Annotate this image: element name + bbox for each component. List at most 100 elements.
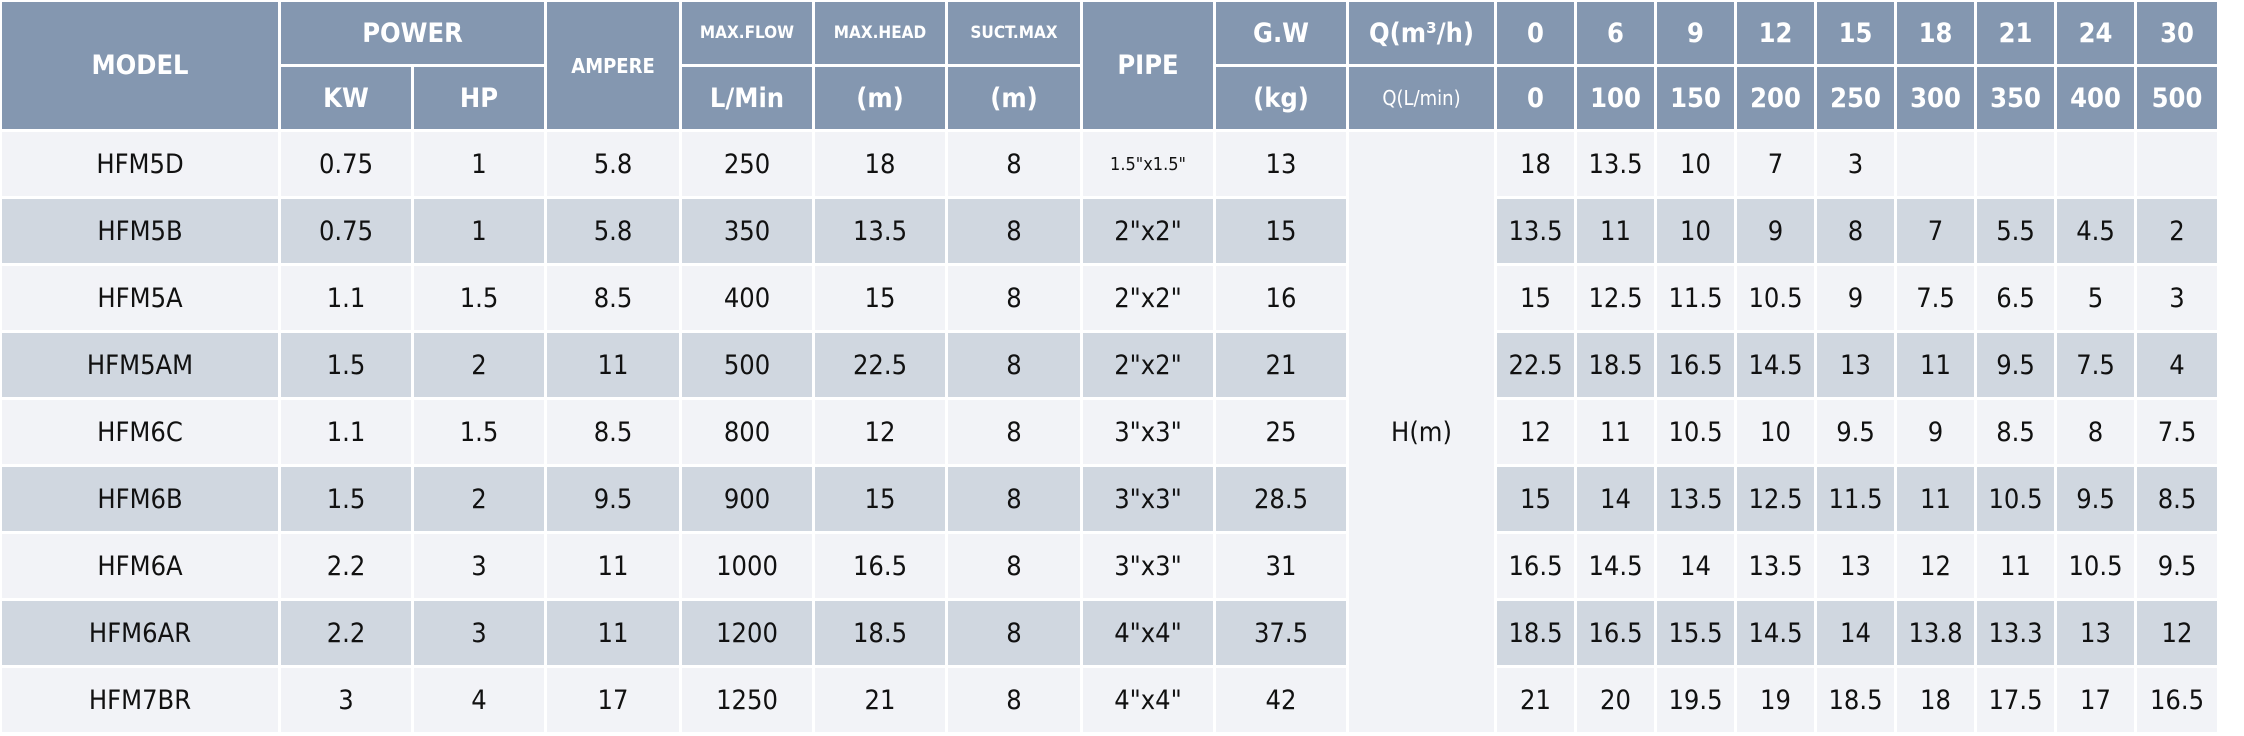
cell-head-value: 6.5	[1977, 266, 2054, 330]
table-row: HFM5D 0.75 1 5.8 250 18 8 1.5"x1.5" 13 H(m) 18 13.5…	[2, 132, 2217, 732]
cell-head-value	[2057, 132, 2134, 196]
header-max-flow-unit: L/Min	[682, 67, 812, 129]
cell-head-value: 11	[1897, 333, 1974, 397]
table-row: HFM6C 1.1 1.5 8.5 800 12 8 3"x3" 25 12 11 10.5 10 9.5…	[2, 400, 2217, 464]
cell-ampere: 5.8	[547, 132, 679, 196]
cell-flow: 1250	[682, 668, 812, 732]
cell-model: HFM6A	[2, 534, 278, 598]
cell-head-value: 14.5	[1737, 333, 1814, 397]
header-hp: HP	[414, 67, 544, 129]
cell-head-value: 10	[1737, 400, 1814, 464]
cell-head-value: 2	[2137, 199, 2217, 263]
cell-head-value: 18.5	[1817, 668, 1894, 732]
cell-flow: 1200	[682, 601, 812, 665]
cell-ampere: 11	[547, 534, 679, 598]
cell-kw: 2.2	[281, 601, 411, 665]
cell-head-value: 4.5	[2057, 199, 2134, 263]
cell-kw: 1.5	[281, 333, 411, 397]
cell-gw: 13	[1216, 132, 1346, 196]
cell-head-value: 15.5	[1657, 601, 1734, 665]
header-q-lmin: 0	[1497, 67, 1574, 129]
cell-suct: 8	[948, 534, 1080, 598]
cell-hp: 1	[414, 199, 544, 263]
cell-head-value: 18	[1897, 668, 1974, 732]
header-gw-unit: (kg)	[1216, 67, 1346, 129]
cell-head-value: 9.5	[1817, 400, 1894, 464]
header-gw: G.W	[1216, 2, 1346, 64]
cell-model: HFM5A	[2, 266, 278, 330]
cell-head-value: 9.5	[2057, 467, 2134, 531]
cell-kw: 0.75	[281, 199, 411, 263]
table-row: HFM5A 1.1 1.5 8.5 400 15 8 2"x2" 16 15 12.5 11.5 10.…	[2, 266, 2217, 330]
cell-head-value: 13.5	[1577, 132, 1654, 196]
table-row: HFM5AM 1.5 2 11 500 22.5 8 2"x2" 21 22.5 18.5 16.5 1…	[2, 333, 2217, 397]
cell-head-value: 5	[2057, 266, 2134, 330]
header-q-m3h-label: Q(m³/h)	[1349, 2, 1494, 64]
cell-flow: 350	[682, 199, 812, 263]
header-max-head: MAX.HEAD	[815, 2, 945, 64]
header-q-lmin: 500	[2137, 67, 2217, 129]
cell-head-value: 19.5	[1657, 668, 1734, 732]
header-q-m3h: 12	[1737, 2, 1814, 64]
cell-head-value: 10	[1657, 199, 1734, 263]
cell-head-value	[2137, 132, 2217, 196]
header-q-lmin: 200	[1737, 67, 1814, 129]
cell-head-value: 17.5	[1977, 668, 2054, 732]
cell-head-value: 14.5	[1577, 534, 1654, 598]
cell-pipe: 2"x2"	[1083, 266, 1213, 330]
table-row: HFM6A 2.2 3 11 1000 16.5 8 3"x3" 31 16.5 14.5 14 13.…	[2, 534, 2217, 598]
cell-ampere: 9.5	[547, 467, 679, 531]
cell-model: HFM5AM	[2, 333, 278, 397]
cell-ampere: 17	[547, 668, 679, 732]
cell-head-value: 10.5	[1657, 400, 1734, 464]
cell-head: 16.5	[815, 534, 945, 598]
cell-flow: 400	[682, 266, 812, 330]
cell-head-value: 10	[1657, 132, 1734, 196]
cell-head-value: 7	[1897, 199, 1974, 263]
cell-head-value: 7.5	[2057, 333, 2134, 397]
cell-flow: 500	[682, 333, 812, 397]
cell-head-value: 10.5	[1977, 467, 2054, 531]
cell-model: HFM7BR	[2, 668, 278, 732]
cell-head: 13.5	[815, 199, 945, 263]
cell-pipe: 1.5"x1.5"	[1083, 132, 1213, 196]
cell-head-value: 11.5	[1657, 266, 1734, 330]
cell-gw: 31	[1216, 534, 1346, 598]
cell-flow: 1000	[682, 534, 812, 598]
cell-model: HFM6AR	[2, 601, 278, 665]
cell-head-value: 15	[1497, 467, 1574, 531]
cell-head-value: 13.3	[1977, 601, 2054, 665]
header-kw: KW	[281, 67, 411, 129]
cell-ampere: 11	[547, 601, 679, 665]
header-q-m3h: 9	[1657, 2, 1734, 64]
cell-kw: 0.75	[281, 132, 411, 196]
cell-head-value: 10.5	[2057, 534, 2134, 598]
cell-hp: 2	[414, 333, 544, 397]
cell-pipe: 4"x4"	[1083, 601, 1213, 665]
cell-suct: 8	[948, 467, 1080, 531]
cell-suct: 8	[948, 333, 1080, 397]
cell-head-value: 5.5	[1977, 199, 2054, 263]
cell-head-value: 3	[2137, 266, 2217, 330]
cell-head-value: 11.5	[1817, 467, 1894, 531]
header-q-lmin: 400	[2057, 67, 2134, 129]
cell-head-value: 11	[1897, 467, 1974, 531]
cell-head-value: 10.5	[1737, 266, 1814, 330]
cell-kw: 1.5	[281, 467, 411, 531]
header-pipe: PIPE	[1083, 2, 1213, 129]
cell-head-value: 9.5	[2137, 534, 2217, 598]
header-q-lmin: 300	[1897, 67, 1974, 129]
cell-head-value: 13.8	[1897, 601, 1974, 665]
cell-flow: 800	[682, 400, 812, 464]
cell-head-value: 16.5	[1577, 601, 1654, 665]
cell-head-value: 12	[1897, 534, 1974, 598]
cell-head-value: 16.5	[1657, 333, 1734, 397]
cell-suct: 8	[948, 132, 1080, 196]
header-q-lmin: 100	[1577, 67, 1654, 129]
cell-head-value: 14	[1577, 467, 1654, 531]
cell-gw: 42	[1216, 668, 1346, 732]
cell-head-value: 21	[1497, 668, 1574, 732]
cell-head: 15	[815, 266, 945, 330]
header-q-m3h: 15	[1817, 2, 1894, 64]
